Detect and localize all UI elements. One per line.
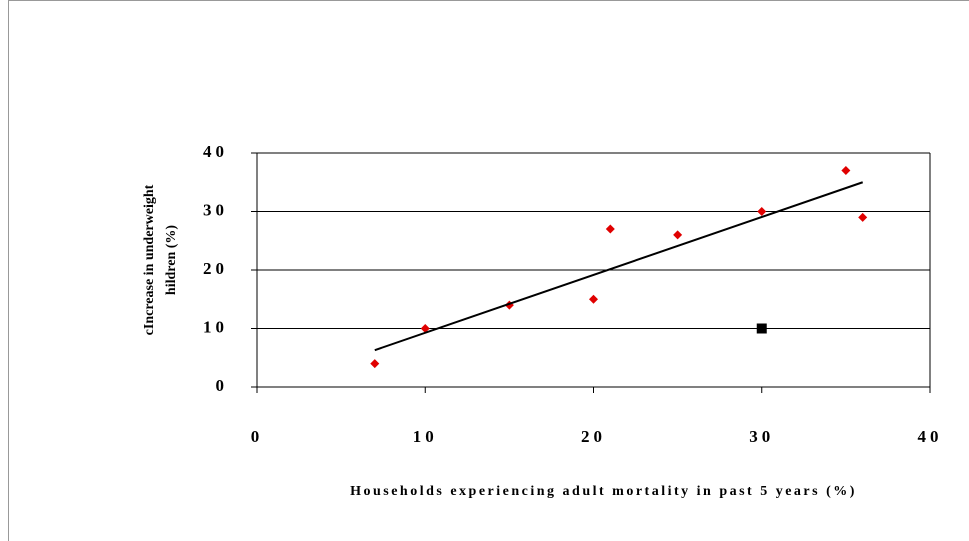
point — [858, 212, 868, 222]
point — [757, 207, 767, 216]
y-tick-label: 10 — [203, 317, 228, 336]
y-tick-label: 30 — [203, 200, 228, 219]
point — [841, 166, 851, 176]
x-tick-label: 0 — [251, 427, 264, 446]
point — [370, 359, 380, 369]
x-tick-label: 40 — [918, 427, 943, 446]
frame — [8, 0, 969, 541]
y-tick-label: 40 — [203, 142, 228, 161]
point — [605, 224, 615, 234]
y-axis-label: cIncrease in underweight — [142, 184, 157, 335]
point — [673, 230, 683, 240]
point — [420, 324, 430, 333]
trend-line — [374, 181, 864, 352]
x-tick-label: 20 — [581, 427, 606, 446]
y-tick-label: 20 — [203, 259, 228, 278]
x-tick-label: 30 — [749, 427, 774, 446]
x-tick-label: 10 — [413, 427, 438, 446]
y-tick-label: 0 — [216, 376, 229, 395]
y-axis-label: hildren (%) — [164, 225, 179, 295]
point — [589, 294, 598, 304]
point — [756, 323, 767, 334]
x-axis-label: Households experiencing adult mortality … — [350, 484, 857, 499]
